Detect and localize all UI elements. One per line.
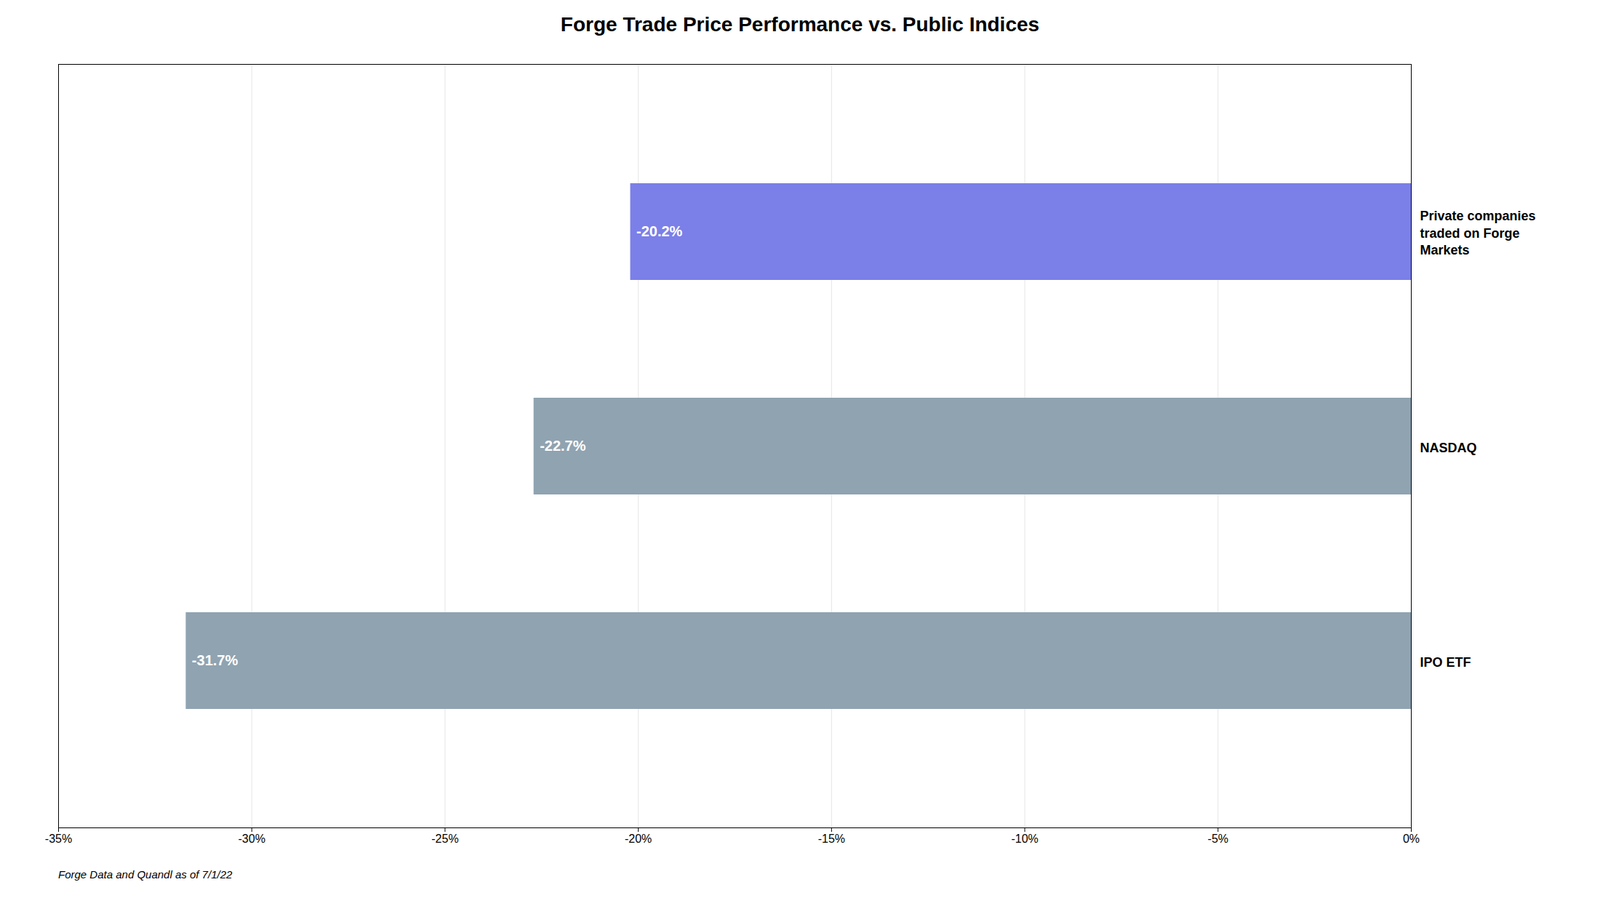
svg-text:-5%: -5% (1208, 832, 1229, 846)
svg-text:-15%: -15% (818, 832, 846, 846)
svg-text:-25%: -25% (431, 832, 459, 846)
svg-text:Private companiestraded on For: Private companiestraded on ForgeMarkets (1420, 208, 1536, 258)
svg-text:-31.7%: -31.7% (192, 652, 239, 669)
svg-text:-35%: -35% (45, 832, 72, 846)
svg-text:NASDAQ: NASDAQ (1420, 440, 1478, 455)
html-text:Forge Trade Price Performance: Forge Trade Price Performance vs. Public… (560, 13, 1040, 36)
svg-text:IPO ETF: IPO ETF (1420, 654, 1472, 670)
svg-text:-20%: -20% (624, 832, 652, 846)
svg-text:-20.2%: -20.2% (636, 223, 683, 240)
svg-text:-10%: -10% (1010, 832, 1038, 846)
svg-text:-22.7%: -22.7% (539, 437, 587, 454)
svg-text:-30%: -30% (238, 832, 266, 846)
svg-text:0%: 0% (1402, 832, 1420, 846)
html-text:Forge Data and Quandl as of 7/: Forge Data and Quandl as of 7/1/22 (58, 868, 233, 881)
